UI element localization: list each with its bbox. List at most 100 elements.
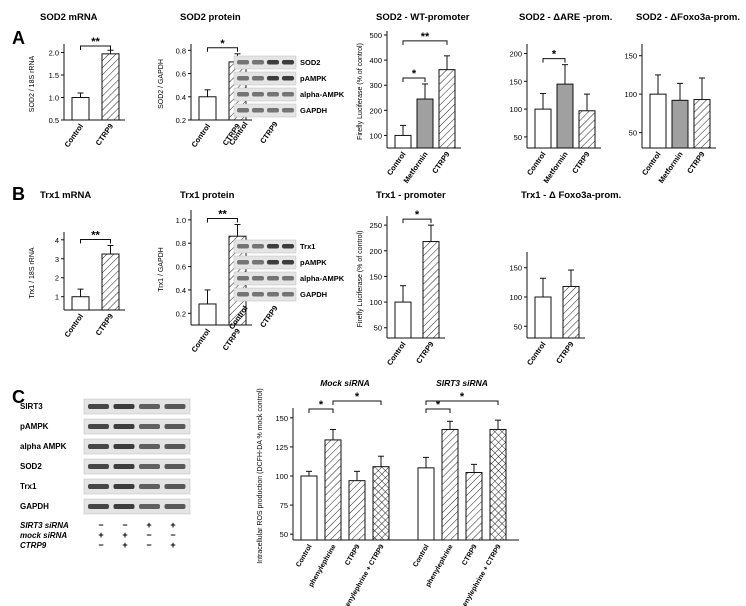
y-tick-label: 2 <box>55 274 59 283</box>
x-tick-label: CTRP9 <box>430 150 451 175</box>
significance-bracket <box>332 400 382 405</box>
c-blot-band <box>88 404 109 409</box>
c-blot-band <box>164 444 186 449</box>
significance-marker: ** <box>91 229 100 241</box>
y-tick-label: 150 <box>509 77 522 86</box>
y-tick-label: 0.5 <box>49 116 59 125</box>
c-blot-label: alpha AMPK <box>20 442 67 451</box>
y-tick-label: 125 <box>275 443 288 452</box>
blot-band <box>267 260 279 265</box>
bar <box>300 475 318 541</box>
x-tick-label: Control <box>385 340 408 367</box>
bar <box>441 428 459 541</box>
panel-label-b: B <box>12 184 25 204</box>
blot-band <box>282 76 294 81</box>
blot-band <box>237 60 249 65</box>
blot-band <box>282 92 294 97</box>
bar <box>394 134 412 149</box>
condition-label: CTRP9 <box>20 541 47 550</box>
significance-bracket <box>80 45 111 50</box>
bar <box>101 253 120 311</box>
blot-band <box>252 244 264 249</box>
condition-mark: − <box>170 530 175 540</box>
blot-strip <box>233 103 297 118</box>
x-tick-label: CTRP9 <box>221 327 242 352</box>
blot-column-label: CTRP9 <box>258 304 279 329</box>
blot-band <box>282 276 294 281</box>
chart-title: Trx1 protein <box>180 190 235 201</box>
c-blot-strip <box>83 458 191 475</box>
y-tick-label: 50 <box>374 324 382 333</box>
blot-band <box>252 60 264 65</box>
condition-mark: − <box>122 520 127 530</box>
blot-band <box>267 60 279 65</box>
y-axis-label: Firefly Luciferase (% of control) <box>357 231 364 328</box>
blot-strip <box>233 239 297 254</box>
chart-title: Trx1 - promoter <box>376 190 446 201</box>
y-tick-label: 100 <box>624 90 637 99</box>
c-blot-band <box>88 444 109 449</box>
bar <box>438 69 456 149</box>
bar <box>324 439 342 541</box>
c-blot-strip <box>83 438 191 455</box>
y-tick-label: 250 <box>369 221 382 230</box>
chart-sod2_mrna: SOD2 mRNA SOD2 / 18S rRNA 0.5 1.0 1.5 2.0 Cont… <box>29 12 125 149</box>
significance-marker: * <box>319 399 324 411</box>
x-tick-label: Control <box>62 122 85 149</box>
group-title: Mock siRNA <box>320 378 370 388</box>
y-tick-label: 150 <box>369 272 382 281</box>
y-tick-label: 50 <box>629 129 637 138</box>
x-tick-label: phenylephrine + CTRP9 <box>457 543 502 606</box>
significance-marker: * <box>355 391 360 403</box>
c-blot-band <box>139 464 160 469</box>
bar <box>372 466 390 541</box>
y-tick-label: 0.6 <box>176 70 186 79</box>
c-blot-band <box>139 404 160 409</box>
y-tick-label: 4 <box>55 236 59 245</box>
significance-marker: * <box>460 391 465 403</box>
significance-marker: * <box>412 68 417 80</box>
x-tick-label: phenylephrine + CTRP9 <box>340 543 385 606</box>
blot-band <box>282 108 294 113</box>
blot-column-label: CTRP9 <box>258 120 279 145</box>
blot-band <box>267 92 279 97</box>
blot-band <box>267 108 279 113</box>
condition-mark: + <box>170 520 175 530</box>
c-blot-band <box>164 424 186 429</box>
significance-marker: ** <box>218 209 227 221</box>
y-tick-label: 0.6 <box>176 263 186 272</box>
bar <box>578 110 596 149</box>
c-blot-band <box>88 464 109 469</box>
x-tick-label: CTRP9 <box>554 340 575 365</box>
y-tick-label: 100 <box>509 293 522 302</box>
c-blot-label: pAMPK <box>20 422 49 431</box>
c-blot-label: SIRT3 <box>20 402 43 411</box>
y-tick-label: 50 <box>514 322 522 331</box>
y-tick-label: 400 <box>369 56 382 65</box>
condition-mark: − <box>146 540 151 550</box>
significance-bracket <box>425 408 451 413</box>
bar <box>101 53 120 121</box>
condition-mark: + <box>122 540 127 550</box>
x-tick-label: Control <box>412 543 431 568</box>
x-tick-label: Control <box>62 312 85 339</box>
chart-trx1_prom: Trx1 - promoter Firefly Luciferase (% of … <box>357 190 446 367</box>
ros-chart: Intracellular ROS production (DCFH-DA % … <box>257 378 519 606</box>
c-blot-band <box>139 444 160 449</box>
chart-title: Trx1 - Δ Foxo3a-prom. <box>521 190 621 201</box>
condition-mark: − <box>146 530 151 540</box>
blot-label: Trx1 <box>300 242 315 251</box>
x-tick-label: Control <box>525 150 548 177</box>
c-blot-band <box>164 504 186 509</box>
chart-title: SOD2 - ΔARE -prom. <box>519 12 612 23</box>
c-blot-band <box>164 464 186 469</box>
blot-band <box>267 276 279 281</box>
y-tick-label: 100 <box>275 472 288 481</box>
y-tick-label: 100 <box>509 105 522 114</box>
blot-label: alpha-AMPK <box>300 274 345 283</box>
blot-band <box>237 244 249 249</box>
blot-strip <box>233 287 297 302</box>
y-tick-label: 50 <box>280 530 288 539</box>
blot-strip <box>233 71 297 86</box>
